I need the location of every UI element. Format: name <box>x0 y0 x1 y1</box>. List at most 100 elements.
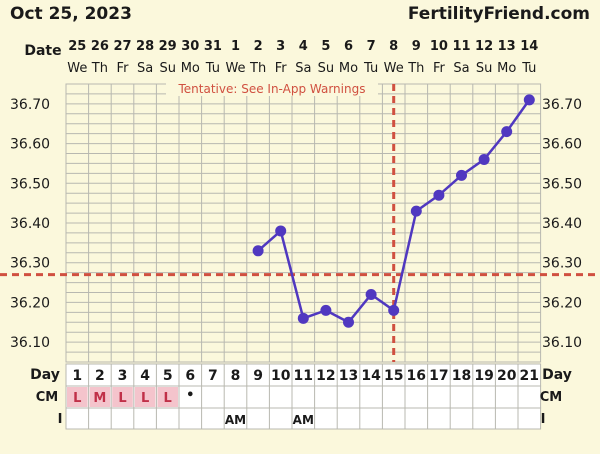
y-tick-label-left: 36.10 <box>10 335 50 351</box>
cm-entry: • <box>186 388 194 403</box>
y-tick-label-right: 36.40 <box>542 216 582 232</box>
date-label: 2 <box>254 39 263 54</box>
cm-cell <box>157 387 178 407</box>
cycle-day-label: 19 <box>474 368 493 384</box>
cycle-day-label: 9 <box>253 368 263 384</box>
tentative-warning: Tentative: See In-App Warnings <box>178 82 366 96</box>
date-label: 10 <box>430 39 448 54</box>
intercourse-entry: AM <box>293 413 314 427</box>
cycle-day-label: 7 <box>208 368 218 384</box>
weekday-label: Th <box>407 61 424 76</box>
date-label: 26 <box>91 39 109 54</box>
date-label: 28 <box>136 39 154 54</box>
y-tick-label-left: 36.70 <box>10 97 50 113</box>
cycle-day-label: 21 <box>520 368 539 384</box>
y-tick-label-right: 36.60 <box>542 137 582 153</box>
i-row-label-right: I <box>541 412 546 427</box>
weekday-label: Fr <box>433 61 446 76</box>
y-tick-label-right: 36.30 <box>542 256 582 272</box>
i-row-label-left: I <box>58 412 63 427</box>
cycle-day-label: 4 <box>140 368 150 384</box>
weekday-label: Tu <box>205 61 220 76</box>
chart-date: Oct 25, 2023 <box>10 4 132 24</box>
cycle-day-label: 20 <box>497 368 517 384</box>
weekday-label: Sa <box>295 61 311 76</box>
cycle-day-label: 12 <box>316 368 335 384</box>
weekday-label: Mo <box>497 61 516 76</box>
weekday-label: Fr <box>275 61 288 76</box>
y-tick-label-left: 36.40 <box>10 216 50 232</box>
weekday-label: We <box>67 61 87 76</box>
weekday-label: Tu <box>521 61 536 76</box>
temperature-point <box>388 304 400 316</box>
cm-cell <box>134 387 156 407</box>
cm-entry: L <box>141 391 149 406</box>
cm-cell <box>112 387 133 407</box>
cm-entry: L <box>118 391 126 406</box>
cycle-day-label: 8 <box>231 368 241 384</box>
temperature-point <box>433 189 445 201</box>
temperature-point <box>297 312 309 324</box>
y-tick-label-left: 36.30 <box>10 256 50 272</box>
cycle-day-label: 14 <box>361 368 381 384</box>
weekday-label: Mo <box>181 61 200 76</box>
y-tick-label-left: 36.50 <box>10 176 50 192</box>
temperature-point <box>478 153 490 165</box>
date-label: 4 <box>299 39 308 54</box>
y-tick-label-right: 36.10 <box>542 335 582 351</box>
cm-entry: L <box>164 391 172 406</box>
temperature-point <box>410 205 422 217</box>
weekday-label: Su <box>318 61 335 76</box>
cm-row-label-left: CM <box>36 390 58 405</box>
temperature-point <box>501 126 513 138</box>
date-label: 14 <box>520 39 538 54</box>
cm-entry: M <box>93 391 106 406</box>
cycle-day-label: 17 <box>429 368 448 384</box>
y-tick-label-right: 36.70 <box>542 97 582 113</box>
cycle-day-label: 10 <box>271 368 291 384</box>
bottom-row <box>65 407 542 430</box>
y-tick-label-left: 36.60 <box>10 137 50 153</box>
date-label: 8 <box>389 39 398 54</box>
weekday-label: Tu <box>363 61 378 76</box>
temperature-point <box>252 245 264 257</box>
brand-name: FertilityFriend.com <box>407 4 590 24</box>
date-label: 29 <box>159 39 177 54</box>
date-label: 25 <box>68 39 86 54</box>
weekday-label: Su <box>159 61 176 76</box>
date-label: 30 <box>181 39 199 54</box>
weekday-label: Sa <box>453 61 469 76</box>
weekday-label: Su <box>476 61 493 76</box>
y-tick-label-right: 36.20 <box>542 295 582 311</box>
date-label: 11 <box>452 39 470 54</box>
cycle-day-label: 16 <box>407 368 426 384</box>
weekday-label: Th <box>91 61 108 76</box>
date-label: 1 <box>231 39 240 54</box>
cm-entry: L <box>73 391 81 406</box>
weekday-label: Sa <box>137 61 153 76</box>
temperature-point <box>343 316 354 328</box>
cycle-day-label: 18 <box>452 368 471 384</box>
y-tick-label-right: 36.50 <box>542 176 582 192</box>
temperature-point <box>275 225 287 237</box>
date-label: 27 <box>113 39 131 54</box>
cycle-day-label: 5 <box>163 368 173 384</box>
temperature-point <box>456 169 467 181</box>
cm-cell <box>89 387 111 407</box>
warning-backdrop <box>166 80 378 96</box>
cycle-day-label: 15 <box>384 368 403 384</box>
cycle-day-label: 13 <box>339 368 358 384</box>
weekday-label: We <box>225 61 245 76</box>
cycle-day-label: 1 <box>72 368 82 384</box>
date-row-label: Date <box>24 43 61 59</box>
date-label: 3 <box>276 39 285 54</box>
temperature-point <box>320 304 332 316</box>
weekday-label: We <box>384 61 404 76</box>
weekday-label: Th <box>249 61 266 76</box>
weekday-label: Mo <box>339 61 358 76</box>
date-label: 13 <box>498 39 516 54</box>
date-label: 9 <box>412 39 421 54</box>
cycle-day-label: 6 <box>185 368 195 384</box>
date-label: 5 <box>321 39 330 54</box>
